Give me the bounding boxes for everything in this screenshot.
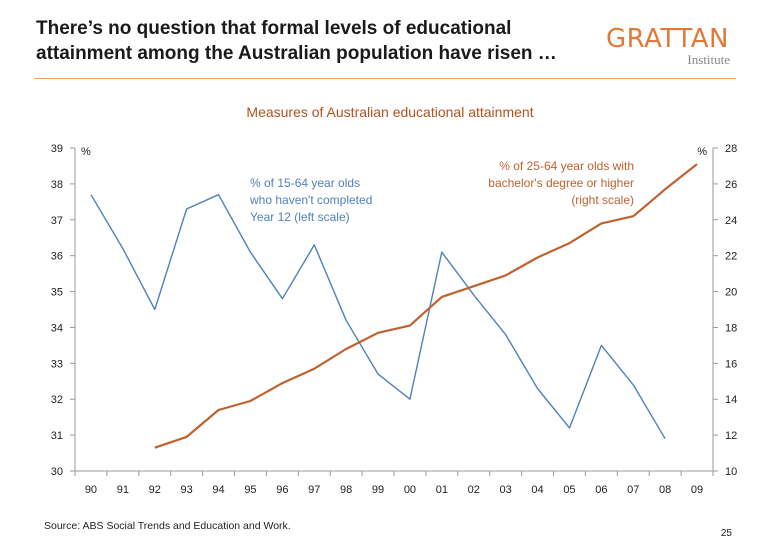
right-axis-tick-label: 16 [725,358,737,370]
left-axis-tick-label: 33 [51,358,63,370]
left-axis-tick-label: 37 [51,215,63,227]
right-axis-tick-label: 28 [725,143,737,155]
right-axis-tick-label: 14 [725,394,737,406]
title-divider [34,78,736,79]
x-axis-tick-label: 02 [468,484,480,496]
left-axis-tick-label: 38 [51,179,63,191]
page-number: 25 [720,528,732,539]
x-axis-tick-label: 90 [85,484,97,496]
right-axis-tick-label: 22 [725,251,737,263]
series-line-year12 [90,194,666,440]
x-axis-tick-label: 08 [659,484,671,496]
series-label-bachelor: (right scale) [571,193,634,207]
series-label-bachelor: % of 25-64 year olds with [499,159,634,173]
x-axis-tick-label: 03 [500,484,512,496]
series-line-bachelor [154,163,698,449]
x-axis-tick-label: 98 [340,484,352,496]
x-axis-tick-label: 91 [117,484,129,496]
x-axis-tick-label: 94 [212,484,224,496]
left-axis-tick-label: 30 [51,466,63,478]
x-axis-tick-label: 01 [436,484,448,496]
left-axis-tick-label: 35 [51,287,63,299]
right-axis-tick-label: 26 [725,179,737,191]
x-axis-tick-label: 97 [308,484,320,496]
series-label-year12: who haven't completed [249,193,372,207]
left-axis-tick-label: 36 [51,251,63,263]
x-axis-tick-label: 05 [563,484,575,496]
series-label-year12: Year 12 (left scale) [250,210,350,224]
source-note: Source: ABS Social Trends and Education … [44,520,291,532]
x-axis-tick-label: 99 [372,484,384,496]
logo-wordmark: GRATTAN [606,24,729,54]
right-axis-tick-label: 10 [725,466,737,478]
x-axis-tick-label: 06 [595,484,607,496]
right-axis-tick-label: 12 [725,430,737,442]
x-axis-tick-label: 04 [531,484,543,496]
x-axis-tick-label: 95 [244,484,256,496]
x-axis-tick-label: 09 [691,484,703,496]
right-axis-tick-label: 20 [725,287,737,299]
x-axis-tick-label: 96 [276,484,288,496]
x-axis-tick-label: 92 [149,484,161,496]
left-axis-unit-label: % [81,146,91,158]
left-axis-tick-label: 34 [51,322,63,334]
grattan-logo: GRATTAN Institute [606,24,734,67]
right-axis-unit-label: % [697,146,707,158]
slide-title-line-2: attainment among the Australian populati… [36,43,557,64]
series-label-bachelor: bachelor's degree or higher [488,176,634,190]
chart-title: Measures of Australian educational attai… [246,104,534,120]
left-axis-tick-label: 39 [51,143,63,155]
logo-subtitle: Institute [687,52,730,67]
right-axis-tick-label: 18 [725,322,737,334]
x-axis-tick-label: 07 [627,484,639,496]
x-axis-tick-label: 00 [404,484,416,496]
right-axis-tick-label: 24 [725,215,737,227]
left-axis-tick-label: 31 [51,430,63,442]
slide-title: There’s no question that formal levels o… [36,16,576,66]
x-axis-tick-label: 93 [181,484,193,496]
slide-title-line-1: There’s no question that formal levels o… [36,18,512,39]
left-axis-tick-label: 32 [51,394,63,406]
series-label-year12: % of 15-64 year olds [250,176,360,190]
